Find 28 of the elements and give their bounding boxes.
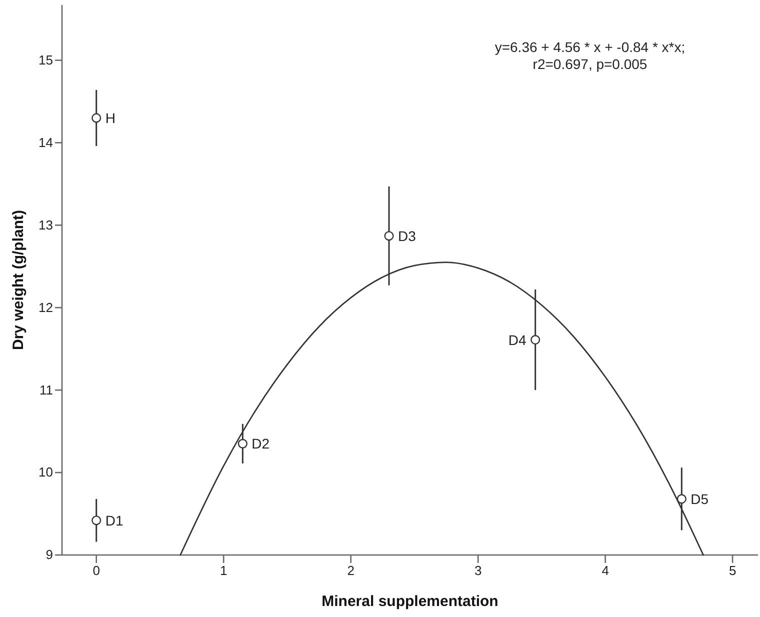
x-tick-label: 3 (474, 563, 482, 578)
y-tick-label: 15 (38, 52, 53, 68)
y-tick-label: 14 (38, 134, 53, 150)
y-tick-label: 12 (38, 300, 53, 315)
y-tick-label: 11 (40, 382, 53, 398)
x-tick-label: 0 (92, 563, 100, 578)
point (92, 113, 102, 123)
y-tick-label: 9 (46, 547, 53, 562)
point (238, 438, 248, 448)
annotation: D2 (252, 436, 270, 452)
annotation: y=6.36 + 4.56 * x + -0.84 * x*x; r2=0.697, p=0.005 (494, 39, 686, 72)
x-axis-title: Mineral supplementation (322, 593, 498, 610)
annotation: D5 (690, 490, 709, 507)
point (676, 494, 686, 504)
y-tick-label: 10 (38, 464, 53, 480)
x-tick-label: 2 (347, 563, 354, 578)
point (530, 335, 540, 345)
point (384, 231, 394, 241)
annotation: H (105, 110, 116, 126)
point (92, 516, 102, 526)
x-tick-label: 1 (220, 563, 228, 578)
annotation: D1 (105, 512, 124, 528)
x-tick-label: 4 (602, 563, 609, 578)
annotation: D4 (508, 332, 527, 348)
annotation: D3 (398, 228, 416, 244)
y-tick-label: 13 (38, 217, 53, 232)
y-axis-title: Dry weight (g/plant) (10, 210, 27, 350)
x-tick-label: 5 (728, 563, 736, 578)
